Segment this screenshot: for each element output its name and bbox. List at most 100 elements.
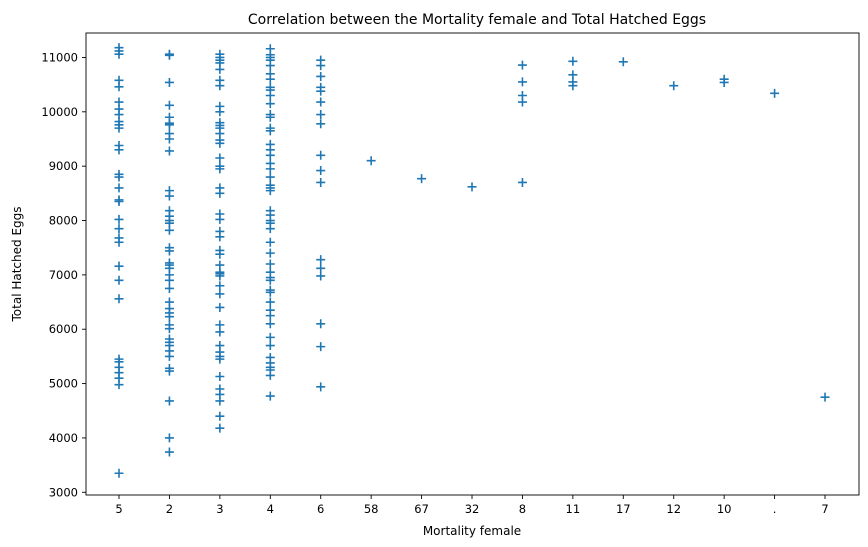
data-point (265, 224, 275, 234)
data-point (417, 174, 427, 184)
data-point (164, 120, 174, 130)
data-point (265, 311, 275, 321)
x-tick-label: 58 (364, 502, 379, 516)
data-point (164, 246, 174, 256)
x-tick-label: 6 (317, 502, 324, 516)
data-point (517, 60, 527, 70)
data-point (114, 261, 124, 271)
x-tick-label: 7 (821, 502, 828, 516)
plot-frame (85, 32, 860, 496)
data-point (215, 271, 225, 281)
data-point (164, 366, 174, 376)
data-point (265, 74, 275, 84)
data-point (114, 183, 124, 193)
y-tick-label: 7000 (49, 268, 78, 282)
x-axis: 5 2 3 4 6 58 67 32 8 11 17 12 10. 7 (115, 495, 829, 516)
y-axis: 3000 4000 5000 6000 7000 8000 9000 10000 11000 (41, 50, 86, 499)
data-point (114, 380, 124, 390)
data-point (215, 423, 225, 433)
data-point (316, 71, 326, 81)
x-tick-label: 32 (465, 502, 480, 516)
data-point (265, 150, 275, 160)
data-point (316, 97, 326, 107)
x-tick-label: . (773, 502, 777, 516)
data-point (114, 214, 124, 224)
data-point (215, 249, 225, 259)
data-point (164, 312, 174, 322)
data-point (114, 82, 124, 92)
data-point (265, 164, 275, 174)
chart-title: Correlation between the Mortality female… (248, 12, 706, 28)
data-point (164, 275, 174, 285)
data-point (265, 112, 275, 122)
data-point (114, 294, 124, 304)
data-point (215, 107, 225, 117)
data-point (316, 271, 326, 281)
data-point (265, 275, 275, 285)
y-tick-label: 6000 (49, 322, 78, 336)
data-point (164, 351, 174, 361)
x-tick-label: 2 (166, 502, 173, 516)
data-point (164, 433, 174, 443)
data-point (265, 126, 275, 136)
data-point (265, 332, 275, 342)
data-point (316, 255, 326, 265)
data-point (517, 77, 527, 87)
data-point (316, 119, 326, 129)
data-point (215, 64, 225, 74)
data-point (265, 287, 275, 297)
data-point (316, 86, 326, 96)
data-point (114, 237, 124, 247)
data-point (316, 263, 326, 273)
data-point (215, 153, 225, 163)
data-point (265, 91, 275, 101)
data-point (164, 225, 174, 235)
data-point (215, 411, 225, 421)
data-point (265, 297, 275, 307)
data-point (517, 177, 527, 187)
x-tick-label: 4 (267, 502, 274, 516)
data-point (265, 341, 275, 351)
data-point (215, 138, 225, 148)
x-axis-label: Mortality female (423, 524, 521, 538)
data-point (265, 259, 275, 269)
data-point (618, 57, 628, 67)
data-point (114, 224, 124, 234)
data-point (316, 342, 326, 352)
x-tick-label: 12 (666, 502, 681, 516)
data-point (215, 327, 225, 337)
data-point (164, 283, 174, 293)
data-point (164, 324, 174, 334)
data-point (215, 302, 225, 312)
y-tick-label: 5000 (49, 377, 78, 391)
y-tick-label: 4000 (49, 431, 78, 445)
data-point (215, 281, 225, 291)
data-point (164, 50, 174, 60)
y-tick-label: 11000 (41, 50, 78, 64)
data-point (114, 49, 124, 59)
data-point (114, 468, 124, 478)
data-point (164, 134, 174, 144)
data-point (114, 172, 124, 182)
data-point (770, 88, 780, 98)
data-point (114, 123, 124, 133)
data-point (215, 188, 225, 198)
data-point (568, 56, 578, 66)
data-point (316, 150, 326, 160)
data-point (316, 177, 326, 187)
y-tick-label: 3000 (49, 485, 78, 499)
x-tick-label: 17 (616, 502, 631, 516)
data-point (316, 61, 326, 71)
data-point (215, 232, 225, 242)
x-tick-label: 10 (717, 502, 732, 516)
data-point (265, 370, 275, 380)
x-tick-label: 67 (414, 502, 429, 516)
x-tick-label: 11 (566, 502, 581, 516)
y-tick-label: 9000 (49, 159, 78, 173)
data-point (265, 391, 275, 401)
data-point (215, 396, 225, 406)
data-point (164, 447, 174, 457)
data-point (316, 382, 326, 392)
y-tick-label: 10000 (41, 105, 78, 119)
